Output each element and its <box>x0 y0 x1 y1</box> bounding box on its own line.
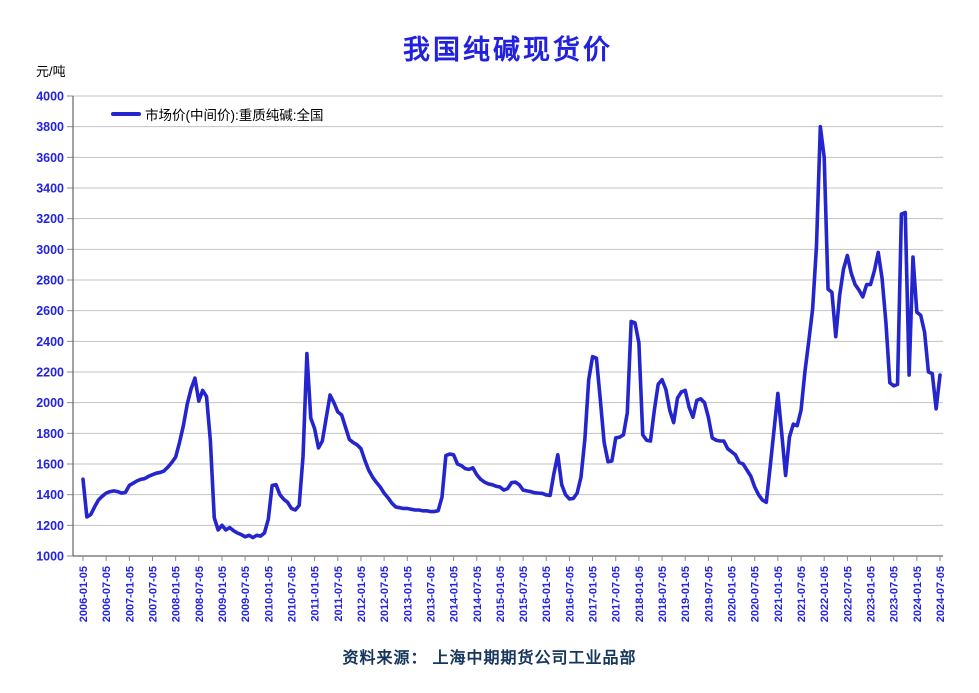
x-tick-label: 2016-01-05 <box>541 566 553 622</box>
x-tick-label: 2024-07-05 <box>935 566 947 622</box>
x-tick-label: 2018-07-05 <box>657 566 669 622</box>
x-tick-label: 2009-07-05 <box>240 566 252 622</box>
y-tick-label: 3800 <box>36 120 64 134</box>
x-tick-label: 2023-07-05 <box>889 566 901 622</box>
y-tick-label: 3200 <box>36 212 64 226</box>
y-tick-label: 4000 <box>36 90 64 104</box>
y-tick-label: 2000 <box>36 396 64 410</box>
x-tick-label: 2018-01-05 <box>634 566 646 622</box>
x-tick-label: 2014-07-05 <box>472 566 484 622</box>
y-tick-label: 3400 <box>36 182 64 196</box>
x-tick-label: 2007-07-05 <box>147 566 159 622</box>
x-tick-label: 2020-07-05 <box>750 566 762 622</box>
x-tick-label: 2019-07-05 <box>703 566 715 622</box>
x-tick-label: 2022-01-05 <box>819 566 831 622</box>
x-tick-label: 2012-07-05 <box>379 566 391 622</box>
x-tick-label: 2006-01-05 <box>78 566 90 622</box>
x-tick-label: 2022-07-05 <box>842 566 854 622</box>
x-tick-label: 2006-07-05 <box>101 566 113 622</box>
x-tick-label: 2020-01-05 <box>727 566 739 622</box>
y-tick-label: 1600 <box>36 458 64 472</box>
legend-line-swatch-icon <box>111 112 141 116</box>
x-tick-label: 2011-01-05 <box>310 566 322 622</box>
x-tick-label: 2010-07-05 <box>286 566 298 622</box>
legend-series-label: 市场价(中间价):重质纯碱:全国 <box>145 108 324 123</box>
x-tick-label: 2021-07-05 <box>796 566 808 622</box>
x-tick-label: 2015-07-05 <box>518 566 530 622</box>
x-tick-label: 2017-07-05 <box>611 566 623 622</box>
price-series-line <box>81 124 942 540</box>
chart-title: 我国纯碱现货价 <box>403 35 613 65</box>
y-tick-label: 1000 <box>36 550 64 564</box>
y-tick-label: 2600 <box>36 304 64 318</box>
x-tick-label: 2013-07-05 <box>425 566 437 622</box>
x-tick-label: 2019-01-05 <box>680 566 692 622</box>
data-source-note: 资料来源： 上海中期期货公司工业品部 <box>342 650 637 667</box>
x-tick-label: 2011-07-05 <box>333 566 345 622</box>
y-tick-label: 3000 <box>36 243 64 257</box>
x-tick-label: 2016-07-05 <box>564 566 576 622</box>
x-tick-label: 2017-01-05 <box>588 566 600 622</box>
x-tick-label: 2007-01-05 <box>124 566 136 622</box>
x-tick-label: 2024-01-05 <box>912 566 924 622</box>
x-tick-label: 2008-01-05 <box>171 566 183 622</box>
y-tick-label: 1200 <box>36 519 64 533</box>
x-tick-label: 2015-01-05 <box>495 566 507 622</box>
y-tick-label: 1400 <box>36 488 64 502</box>
y-tick-label: 2400 <box>36 335 64 349</box>
x-tick-label: 2010-01-05 <box>263 566 275 622</box>
x-tick-label: 2009-01-05 <box>217 566 229 622</box>
x-tick-label: 2012-01-05 <box>356 566 368 622</box>
x-tick-label: 2014-01-05 <box>449 566 461 622</box>
y-tick-label: 2800 <box>36 274 64 288</box>
chart-legend: 市场价(中间价):重质纯碱:全国 <box>111 104 324 124</box>
x-tick-label: 2013-01-05 <box>402 566 414 622</box>
y-tick-label: 2200 <box>36 366 64 380</box>
y-tick-label: 3600 <box>36 151 64 165</box>
x-tick-label: 2008-07-05 <box>194 566 206 622</box>
x-tick-label: 2023-01-05 <box>866 566 878 622</box>
x-tick-label: 2021-01-05 <box>773 566 785 622</box>
y-axis-unit-label: 元/吨 <box>36 64 66 79</box>
y-tick-label: 1800 <box>36 427 64 441</box>
